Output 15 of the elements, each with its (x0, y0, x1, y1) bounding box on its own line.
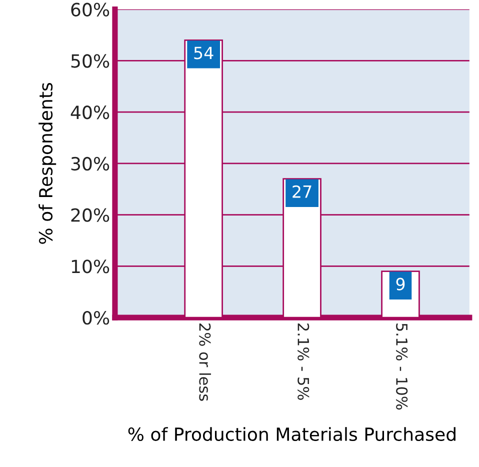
x-tick-label: 2% or less (199, 324, 211, 401)
y-tick-label: 20% (71, 208, 110, 222)
y-tick-label: 40% (70, 106, 110, 120)
data-label: 9 (396, 278, 405, 290)
y-tick-label: 60% (71, 2, 110, 16)
y-tick-label: 0% (82, 311, 110, 325)
y-axis-title: % of Respondents (38, 82, 56, 244)
y-tick-label: 50% (71, 54, 110, 68)
x-tick-label: 2.1% - 5% (298, 324, 310, 400)
x-tick-label: 5.1% - 10% (396, 324, 408, 410)
y-tick-label: 10% (72, 260, 110, 274)
data-label: 27 (292, 185, 312, 198)
x-axis-title: % of Production Materials Purchased (128, 427, 456, 442)
y-tick-label: 30% (71, 156, 110, 171)
data-label: 54 (194, 46, 214, 60)
